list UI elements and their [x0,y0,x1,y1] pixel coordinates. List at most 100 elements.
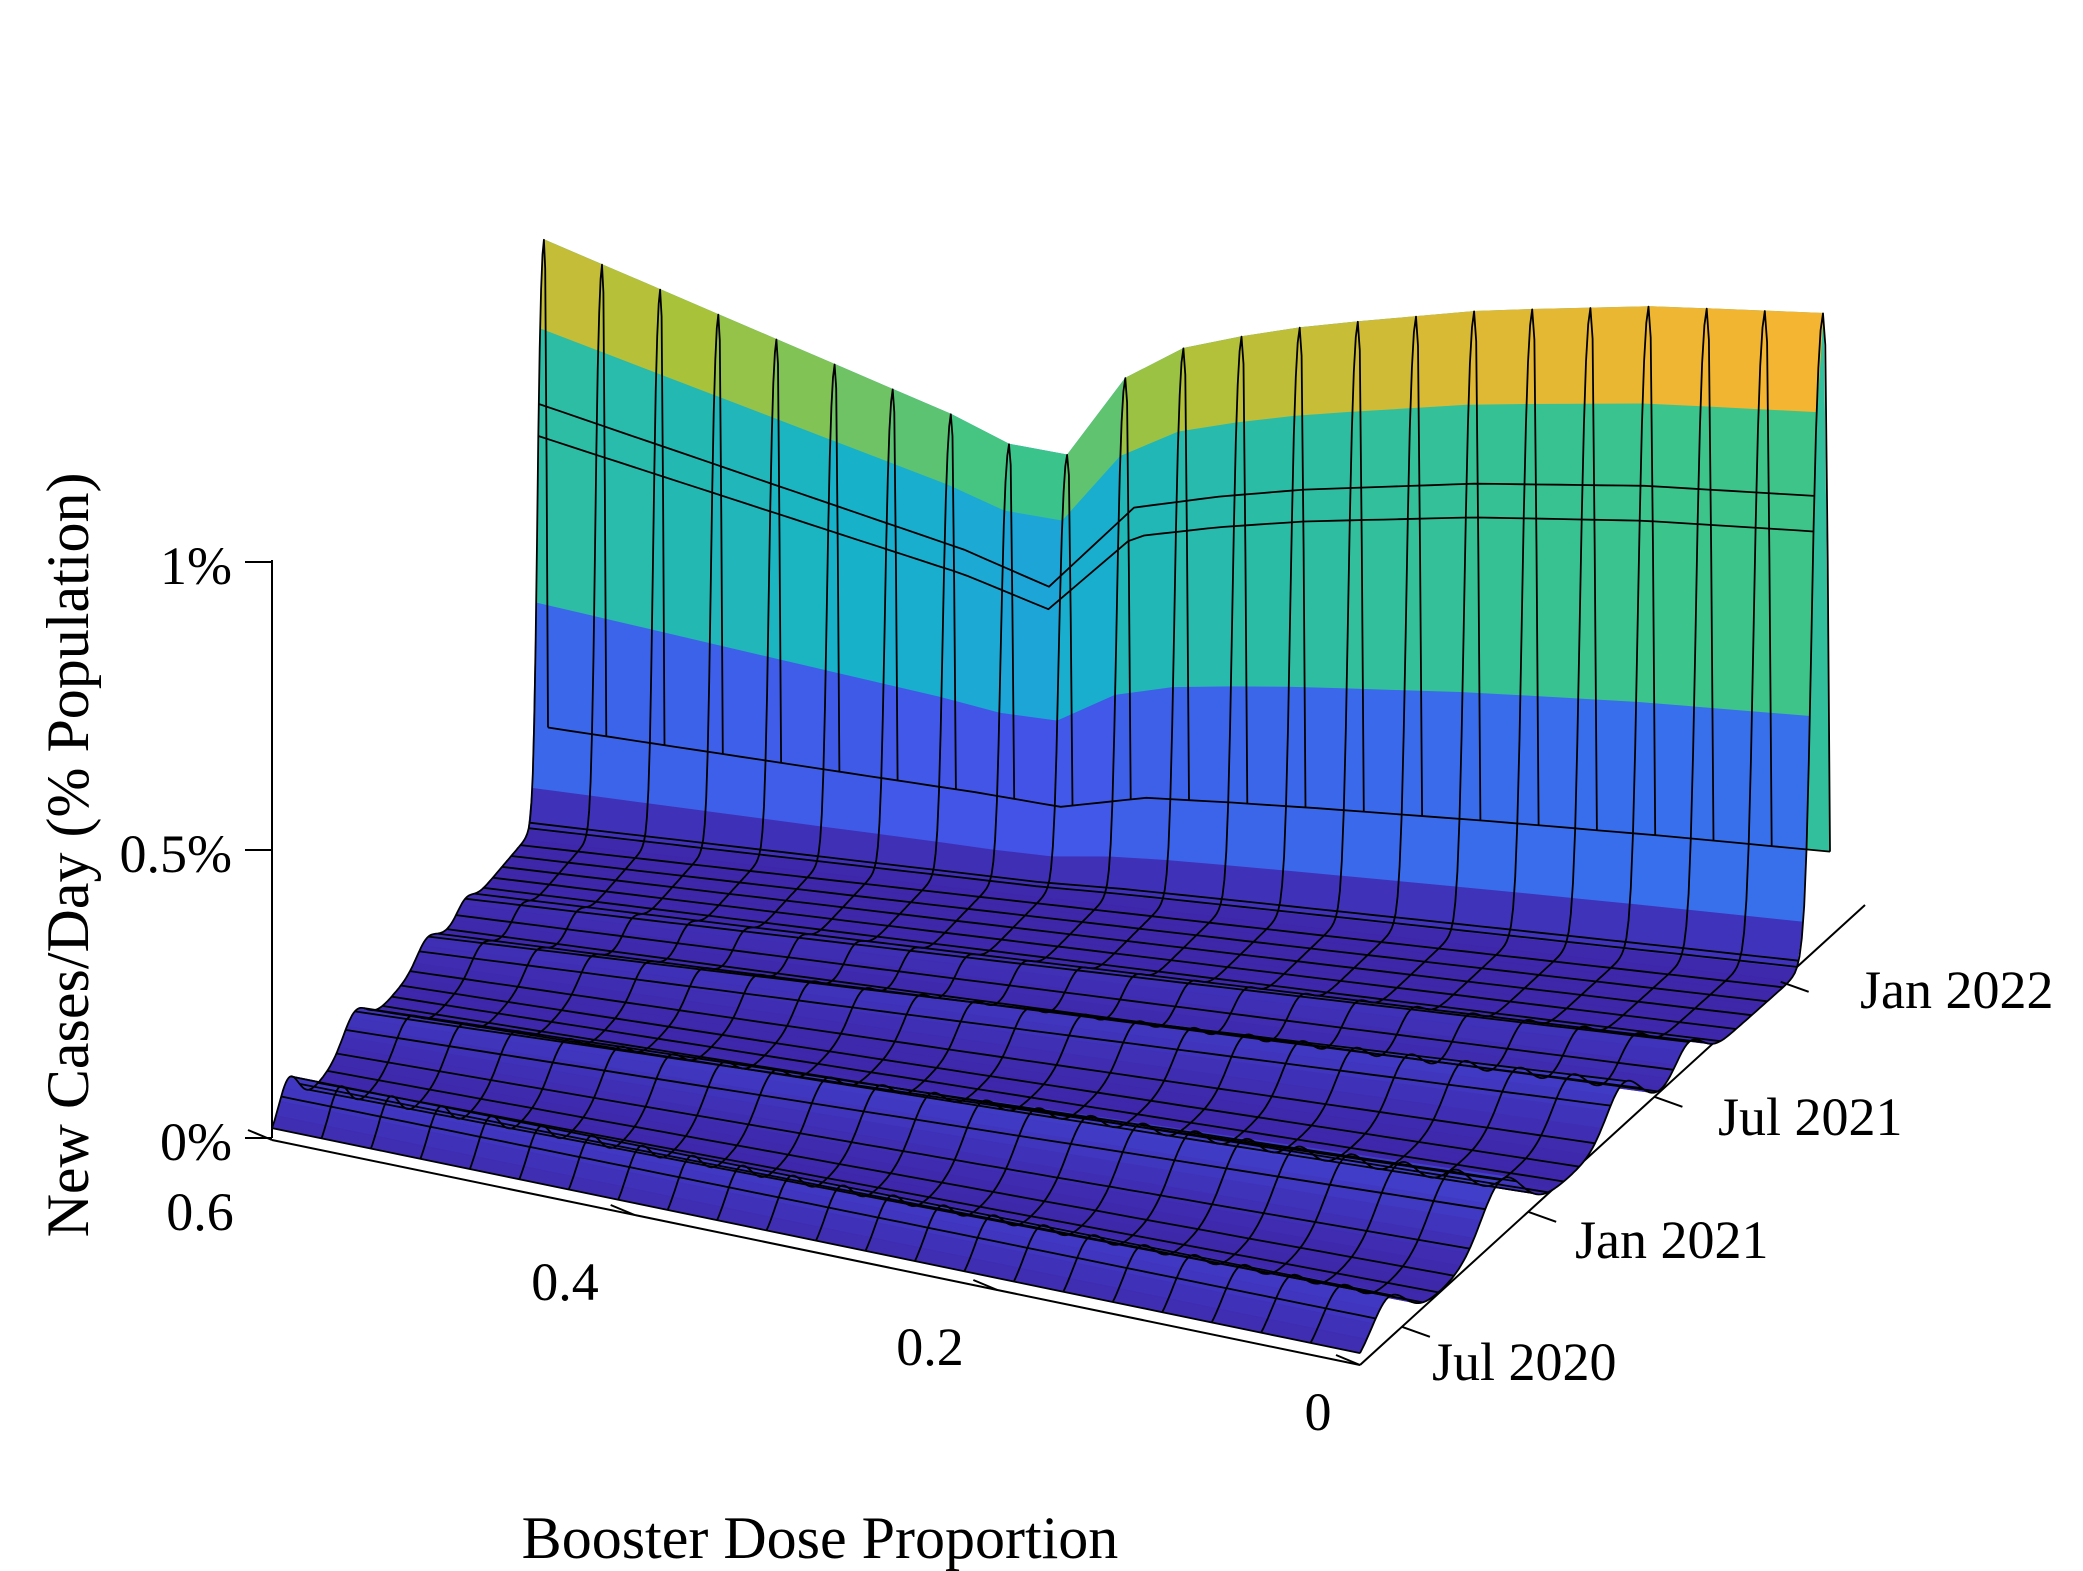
mesh-ridge-line [538,435,1814,611]
surface-patch [1167,686,1232,866]
tick-mark [1780,980,1810,993]
x-tick-label: 0.2 [896,1317,964,1377]
surface-patch [1744,711,1811,923]
surface-patch [940,483,1005,714]
surface-patch [1398,690,1463,888]
surface-patch [762,656,827,828]
surface-patch [1177,336,1243,433]
surface-patch [1404,404,1469,693]
surface-patch [1635,403,1701,708]
mesh-line-booster [492,876,1737,1030]
mesh-line-booster [400,984,1580,1168]
surface-patch [531,602,595,797]
x-axis-title: Booster Dose Proportion [522,1505,1119,1571]
mesh-line-booster [446,928,1658,1093]
surface-patch [1526,307,1592,405]
surface-patch [1293,321,1359,417]
surface-patch [1467,308,1534,406]
surface-patch [936,697,1000,851]
surface-patch [1003,443,1068,522]
surface-patch [705,643,769,820]
surface-patch [1577,403,1643,703]
surface-patch [878,683,942,843]
mesh-line-booster [336,1052,1470,1250]
tick-marks [245,561,1810,1366]
x-tick-label: 0 [1305,1382,1332,1442]
tick-mark [1335,1354,1361,1366]
x-tick-label: 0.6 [166,1182,234,1242]
surface-patch [709,394,773,658]
tick-mark [1654,1095,1683,1108]
mesh-line-booster [409,970,1596,1145]
mesh-line-booster [520,844,1784,989]
surface-patch [1693,406,1760,713]
mesh-line-booster [281,1095,1376,1320]
surface-patch [993,712,1058,858]
surface-patch [1456,692,1521,894]
z-tick-labels: 1% 0.5% 0% [120,536,232,1172]
z-tick-label: 1% [160,536,232,596]
surface-patch [998,510,1063,722]
tick-mark [247,1129,273,1141]
z-tick-label: 0.5% [120,824,232,884]
y-tick-labels: Jul 2020 Jan 2021 Jul 2021 Jan 2022 [1432,960,2053,1392]
z-tick-label: 0% [160,1112,232,1172]
mesh-line-booster [511,855,1768,1003]
surface-patch [825,439,889,685]
surface-patch [1629,701,1695,911]
surface-patch [1513,695,1579,899]
mesh-line-booster [317,1082,1439,1294]
mesh-line-booster [455,914,1674,1071]
surface-patch [1340,688,1406,882]
tick-mark [610,1204,636,1216]
mesh-line-booster [327,1070,1455,1277]
surface-patch [820,670,884,835]
mesh-line-booster [382,1005,1549,1194]
x-tick-labels: 0.6 0.4 0.2 0 [166,1182,1331,1442]
surface-patch [767,417,831,672]
mesh-line-booster [501,866,1752,1017]
surface-patch [1172,422,1237,688]
surface-patch [1584,306,1650,405]
surface-patch [1462,403,1527,697]
y-tick-label: Jan 2022 [1860,960,2053,1020]
surface-patch [1288,411,1353,690]
x-axis-line [271,1139,1361,1366]
surface-patch [883,461,947,699]
surface-patch [1235,327,1301,424]
mesh-line-booster [345,1029,1486,1211]
mesh-line-booster [308,1088,1423,1304]
y-tick-label: Jul 2021 [1718,1087,1903,1147]
surface-patch [1751,409,1818,717]
surface-patch [1519,403,1585,700]
surface-patch [1687,706,1753,917]
surface-patch [1409,310,1475,410]
y-tick-label: Jan 2021 [1575,1210,1768,1270]
mesh-line-booster [465,897,1690,1043]
mesh-line-booster [474,892,1705,1044]
mesh-line-booster [373,1009,1533,1194]
mesh-line-booster [271,1127,1361,1354]
surface-patch [1571,698,1637,905]
surface-patch [1109,687,1174,861]
surface-patch [647,629,711,812]
tick-mark [1527,1210,1557,1223]
mesh-line-booster [354,1010,1502,1181]
surface-patch [1351,316,1417,413]
mesh-line-booster [483,886,1721,1043]
tick-mark [972,1279,998,1291]
surface-patch [589,615,653,805]
tick-mark [1401,1325,1431,1338]
surface-patch [1051,694,1116,858]
surface-patch [1225,686,1290,872]
surface-patch [1230,415,1295,688]
surface-patch [651,372,715,645]
mesh-line-booster [419,950,1611,1107]
mesh-line-booster [538,403,1815,588]
surface-patch [1282,686,1348,877]
surface-patch [1114,431,1179,696]
mesh-line-booster [391,995,1564,1183]
z-axis-title: New Cases/Day (% Population) [35,473,101,1238]
mesh-line-booster [529,821,1799,962]
